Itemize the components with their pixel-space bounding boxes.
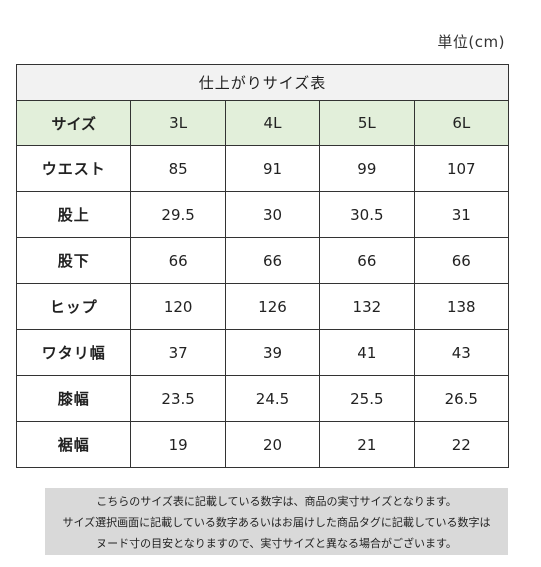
table-cell: 31 xyxy=(413,191,510,238)
note-line: こちらのサイズ表に記載している数字は、商品の実寸サイズとなります。 xyxy=(96,495,457,508)
table-row: ウエスト 85 91 99 107 xyxy=(15,145,510,192)
table-cell: 22 xyxy=(413,421,510,468)
table-cell: 66 xyxy=(224,237,321,284)
table-cell: 126 xyxy=(224,283,321,330)
table-header-row: サイズ 3L 4L 5L 6L xyxy=(15,100,510,146)
table-cell: 39 xyxy=(224,329,321,376)
table-cell: 29.5 xyxy=(130,191,226,238)
row-label: ヒップ xyxy=(15,283,132,330)
table-cell: 91 xyxy=(224,145,321,192)
table-title: 仕上がりサイズ表 xyxy=(16,64,509,101)
table-cell: 26.5 xyxy=(413,375,510,422)
table-cell: 30 xyxy=(224,191,321,238)
table-cell: 43 xyxy=(413,329,510,376)
row-label: ワタリ幅 xyxy=(15,329,132,376)
size-table: 仕上がりサイズ表 サイズ 3L 4L 5L 6L ウエスト 85 91 99 1… xyxy=(15,64,510,468)
row-label: 裾幅 xyxy=(15,421,132,468)
note-line: サイズ選択画面に記載している数字あるいはお届けした商品タグに記載している数字は xyxy=(62,516,491,529)
table-cell: 66 xyxy=(413,237,510,284)
table-cell: 132 xyxy=(319,283,415,330)
table-cell: 21 xyxy=(319,421,415,468)
table-row: ワタリ幅 37 39 41 43 xyxy=(15,329,510,376)
table-cell: 66 xyxy=(319,237,415,284)
disclaimer-note: こちらのサイズ表に記載している数字は、商品の実寸サイズとなります。 サイズ選択画… xyxy=(45,488,508,555)
table-cell: 24.5 xyxy=(224,375,321,422)
table-row: ヒップ 120 126 132 138 xyxy=(15,283,510,330)
header-size-6l: 6L xyxy=(413,100,510,146)
table-row: 股下 66 66 66 66 xyxy=(15,237,510,284)
header-size-5l: 5L xyxy=(319,100,415,146)
table-cell: 25.5 xyxy=(319,375,415,422)
table-row: 裾幅 19 20 21 22 xyxy=(15,421,510,468)
table-cell: 107 xyxy=(413,145,510,192)
table-cell: 23.5 xyxy=(130,375,226,422)
table-row: 股上 29.5 30 30.5 31 xyxy=(15,191,510,238)
unit-label: 単位(cm) xyxy=(437,33,505,51)
table-title-row: 仕上がりサイズ表 xyxy=(16,64,509,101)
row-label: 股下 xyxy=(15,237,132,284)
note-line: ヌード寸の目安となりますので、実寸サイズと異なる場合がございます。 xyxy=(96,537,457,550)
table-cell: 120 xyxy=(130,283,226,330)
row-label: 膝幅 xyxy=(15,375,132,422)
table-cell: 85 xyxy=(130,145,226,192)
row-label: 股上 xyxy=(15,191,132,238)
table-cell: 99 xyxy=(319,145,415,192)
header-size-4l: 4L xyxy=(224,100,321,146)
table-cell: 37 xyxy=(130,329,226,376)
table-cell: 138 xyxy=(413,283,510,330)
table-cell: 20 xyxy=(224,421,321,468)
header-size-3l: 3L xyxy=(130,100,226,146)
table-row: 膝幅 23.5 24.5 25.5 26.5 xyxy=(15,375,510,422)
table-cell: 41 xyxy=(319,329,415,376)
table-cell: 66 xyxy=(130,237,226,284)
row-label: ウエスト xyxy=(15,145,132,192)
header-size-label: サイズ xyxy=(15,100,132,146)
table-cell: 19 xyxy=(130,421,226,468)
table-cell: 30.5 xyxy=(319,191,415,238)
